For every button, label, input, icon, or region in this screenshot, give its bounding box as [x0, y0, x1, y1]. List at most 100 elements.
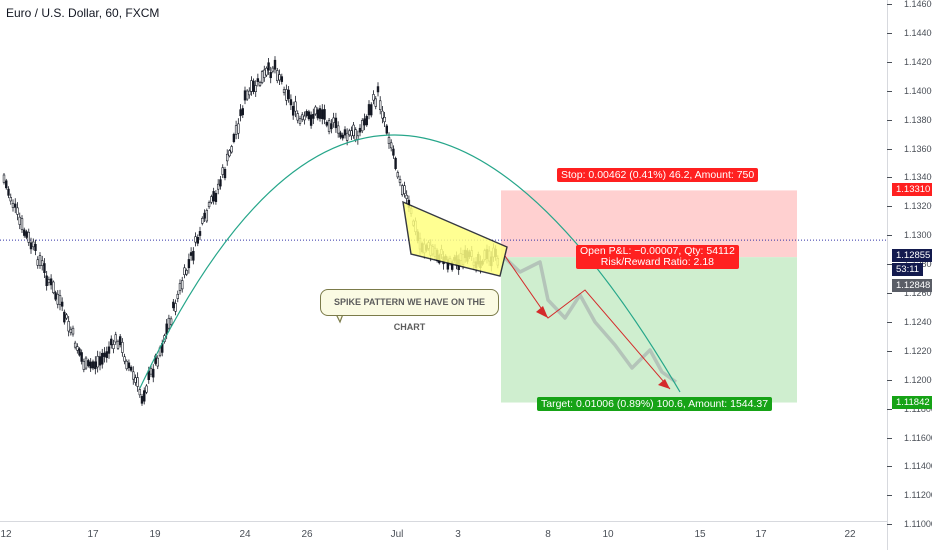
candle-body: [336, 125, 340, 134]
candle-body: [34, 244, 37, 251]
price-tick-mark: [887, 350, 892, 352]
candle-body: [89, 361, 92, 369]
candle-body: [394, 157, 397, 169]
candle-body: [20, 218, 24, 230]
candle-body: [187, 259, 191, 269]
candle-body: [398, 179, 402, 183]
candle-body: [101, 352, 104, 365]
candle-body: [138, 389, 142, 396]
candle-body: [176, 293, 179, 299]
candle-body: [25, 231, 28, 238]
candle-body: [196, 237, 199, 244]
candle-body: [401, 185, 404, 196]
price-tick-label: 1.12000: [904, 374, 932, 385]
candle-body: [194, 236, 197, 243]
candle-body: [341, 134, 344, 139]
candle-body: [265, 67, 268, 76]
candle-body: [27, 231, 30, 243]
time-tick-label: 15: [694, 529, 706, 540]
candle-body: [405, 194, 408, 199]
candle-body: [76, 346, 79, 351]
candle-body: [332, 117, 335, 123]
price-tick-mark: [887, 321, 892, 323]
price-tick-mark: [887, 235, 892, 237]
candle-body: [250, 80, 253, 92]
candle-body: [339, 132, 342, 138]
price-tick-mark: [887, 524, 892, 526]
time-tick-label: 8: [545, 529, 551, 540]
candle-body: [237, 123, 240, 134]
candle-body: [5, 180, 8, 189]
candle-body: [185, 270, 188, 275]
time-tick-label: Jul: [390, 529, 404, 540]
candle-body: [296, 113, 299, 121]
candle-body: [103, 352, 106, 357]
candle-body: [80, 352, 83, 362]
candle-body: [169, 318, 173, 325]
candle-body: [219, 179, 222, 187]
target-label: Target: 0.01006 (0.89%) 100.6, Amount: 1…: [537, 397, 773, 411]
candle-body: [358, 127, 362, 133]
candle-body: [18, 216, 21, 225]
price-tick-label: 1.12600: [904, 288, 932, 298]
price-tick-label: 1.11000: [904, 519, 932, 530]
candle-body: [94, 361, 97, 370]
candle-body: [267, 62, 270, 71]
price-tick-label: 1.13400: [904, 172, 932, 183]
price-tick-mark: [887, 61, 892, 63]
price-tick-mark: [887, 177, 892, 179]
spike-pattern: [402, 200, 508, 277]
candle-body: [201, 218, 204, 224]
candle-body: [374, 98, 377, 107]
time-tick-label: 26: [301, 529, 313, 540]
open-pl-box: Open P&L: −0.00007, Qty: 54112 Risk/Rewa…: [576, 245, 739, 269]
candle-body: [45, 275, 48, 287]
candle-body: [403, 185, 406, 194]
price-badge: 53:11: [892, 262, 924, 276]
candle-body: [123, 356, 126, 362]
candle-body: [60, 301, 64, 307]
candle-body: [29, 242, 33, 250]
candle-body: [345, 132, 349, 141]
candle-body: [305, 111, 308, 116]
price-tick-label: 1.11200: [904, 490, 932, 501]
candle-body: [156, 357, 159, 367]
candle-body: [263, 69, 266, 78]
time-axis[interactable]: [0, 521, 887, 551]
price-tick-mark: [887, 466, 892, 468]
candle-body: [145, 385, 148, 393]
candle-body: [254, 85, 257, 92]
chart-title: Euro / U.S. Dollar, 60, FXCM: [6, 6, 160, 20]
price-tick-label: 1.11400: [904, 461, 932, 472]
candle-body: [192, 250, 195, 261]
price-tick-mark: [887, 264, 892, 266]
candle-body: [278, 74, 281, 81]
candle-body: [354, 129, 357, 140]
candle-body: [189, 252, 193, 256]
candle-body: [134, 377, 137, 383]
candle-body: [16, 207, 19, 215]
time-tick-label: 17: [87, 529, 99, 540]
candle-body: [114, 334, 117, 343]
candle-body: [327, 120, 331, 132]
projection-arrowhead: [536, 306, 548, 318]
candle-body: [58, 295, 62, 306]
price-badge: 1.11842: [892, 395, 932, 409]
candle-body: [203, 212, 206, 219]
candle-body: [367, 104, 371, 116]
candle-body: [276, 70, 279, 81]
callout-note[interactable]: SPIKE PATTERN WE HAVE ON THE CHART: [320, 289, 499, 332]
candle-body: [32, 241, 35, 248]
candle-body: [56, 293, 59, 305]
candle-body: [136, 377, 139, 387]
candle-body: [381, 110, 384, 119]
time-tick-label: 10: [602, 529, 614, 540]
candle-body: [370, 104, 373, 116]
price-tick-mark: [887, 437, 892, 439]
candle-body: [91, 361, 95, 369]
time-tick-label: 3: [455, 529, 461, 540]
open-pl-label: Open P&L: −0.00007, Qty: 54112: [580, 245, 735, 257]
time-tick-label: 19: [149, 529, 161, 540]
